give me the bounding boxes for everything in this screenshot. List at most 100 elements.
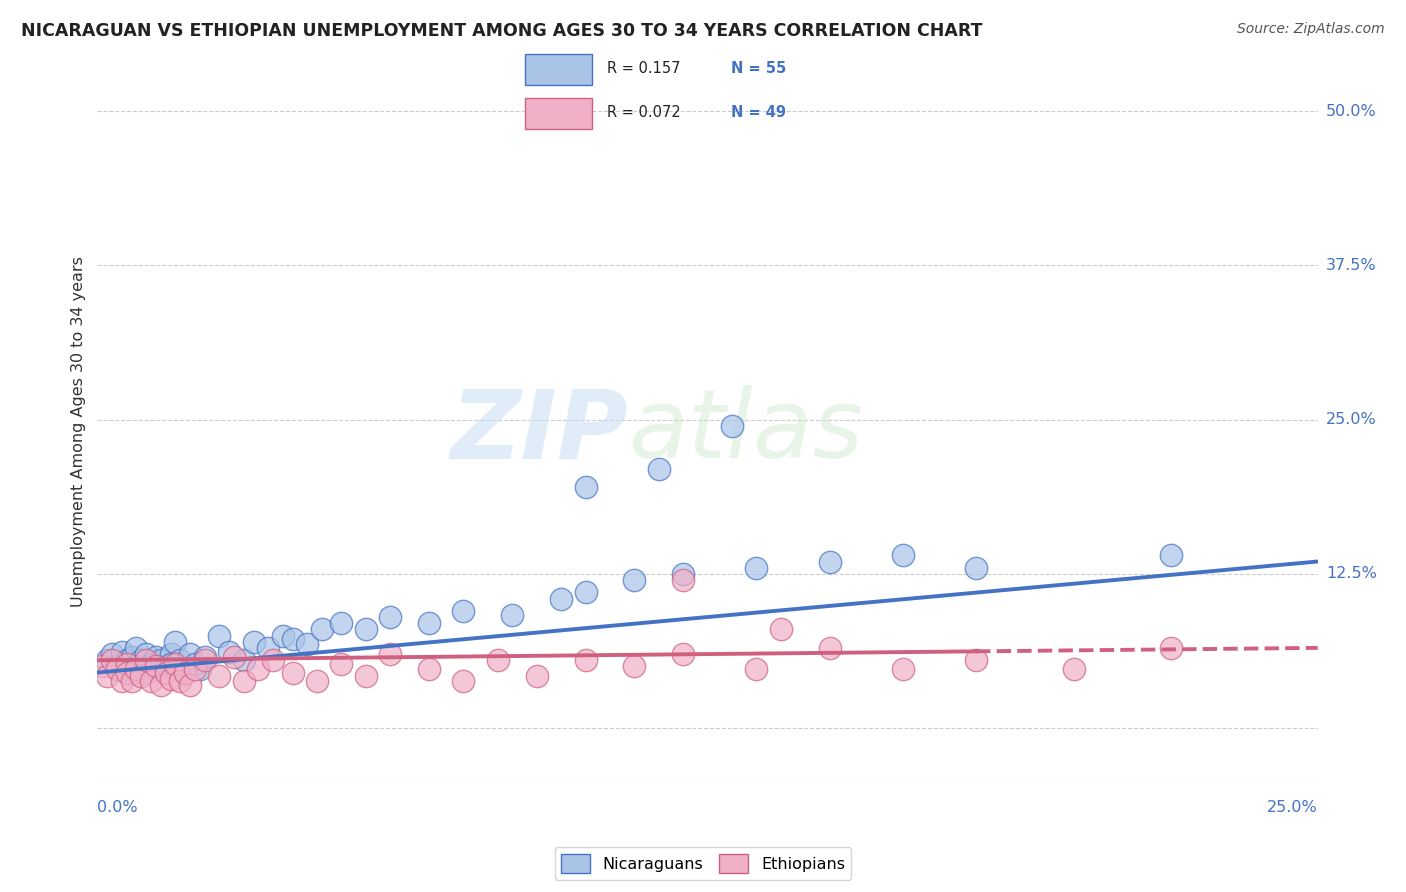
Text: N = 49: N = 49 [731,105,786,120]
Point [574,480,596,494]
Point [184,662,207,676]
Text: N = 55: N = 55 [731,62,786,77]
Point [271,629,294,643]
Point [169,674,191,689]
Point [818,554,841,568]
Text: 37.5%: 37.5% [1326,258,1376,273]
Point [115,665,138,680]
Point [174,665,197,680]
Point [159,657,181,671]
Point [155,659,177,673]
Point [179,678,201,692]
Point [311,623,333,637]
Point [380,647,402,661]
Point [418,662,440,676]
Point [165,634,187,648]
Point [648,462,671,476]
FancyBboxPatch shape [526,54,592,85]
Text: 25.0%: 25.0% [1326,412,1376,427]
Point [330,616,353,631]
Point [501,607,523,622]
Point [232,653,254,667]
Point [550,591,572,606]
Point [891,662,914,676]
Point [121,649,143,664]
Text: atlas: atlas [628,385,863,478]
Point [125,662,148,676]
Point [188,662,211,676]
Point [305,674,328,689]
Point [1160,549,1182,563]
Point [145,659,167,673]
Point [526,669,548,683]
Text: 12.5%: 12.5% [1326,566,1376,582]
Point [174,665,197,680]
Point [769,623,792,637]
Point [135,653,157,667]
Point [623,573,645,587]
Point [330,657,353,671]
Point [101,647,124,661]
Point [354,669,377,683]
Point [672,566,695,581]
Point [145,662,167,676]
Point [194,653,217,667]
Point [242,634,264,648]
Y-axis label: Unemployment Among Ages 30 to 34 years: Unemployment Among Ages 30 to 34 years [72,257,86,607]
Point [135,665,157,680]
Point [105,659,128,673]
Point [380,610,402,624]
Point [486,653,509,667]
Point [965,560,987,574]
Point [111,662,134,676]
Point [745,662,768,676]
Point [169,653,191,667]
Point [672,573,695,587]
Point [139,674,162,689]
Text: Source: ZipAtlas.com: Source: ZipAtlas.com [1237,22,1385,37]
Point [139,657,162,671]
Point [453,604,475,618]
Text: 0.0%: 0.0% [97,800,138,814]
Point [818,640,841,655]
Point [155,665,177,680]
Point [96,669,118,683]
Point [194,649,217,664]
Point [96,653,118,667]
Point [281,665,304,680]
Point [208,669,231,683]
Point [418,616,440,631]
Point [149,678,172,692]
Point [159,672,181,686]
Text: ZIP: ZIP [450,385,628,478]
Point [1063,662,1085,676]
Point [1160,640,1182,655]
Point [115,653,138,667]
Point [145,649,167,664]
Point [222,649,245,664]
Point [184,657,207,671]
Point [574,653,596,667]
Point [105,662,128,676]
FancyBboxPatch shape [526,98,592,129]
Text: R = 0.157: R = 0.157 [607,62,681,77]
Text: 25.0%: 25.0% [1267,800,1317,814]
Point [121,665,143,680]
Point [281,632,304,647]
Point [121,674,143,689]
Point [453,674,475,689]
Point [257,640,280,655]
Point [672,647,695,661]
Point [891,549,914,563]
Point [111,644,134,658]
Text: 50.0%: 50.0% [1326,103,1376,119]
Point [208,629,231,643]
Point [218,644,240,658]
Point [179,647,201,661]
Point [125,659,148,673]
Point [149,653,172,667]
Text: NICARAGUAN VS ETHIOPIAN UNEMPLOYMENT AMONG AGES 30 TO 34 YEARS CORRELATION CHART: NICARAGUAN VS ETHIOPIAN UNEMPLOYMENT AMO… [21,22,983,40]
Point [135,647,157,661]
Text: R = 0.072: R = 0.072 [607,105,681,120]
Point [129,653,152,667]
